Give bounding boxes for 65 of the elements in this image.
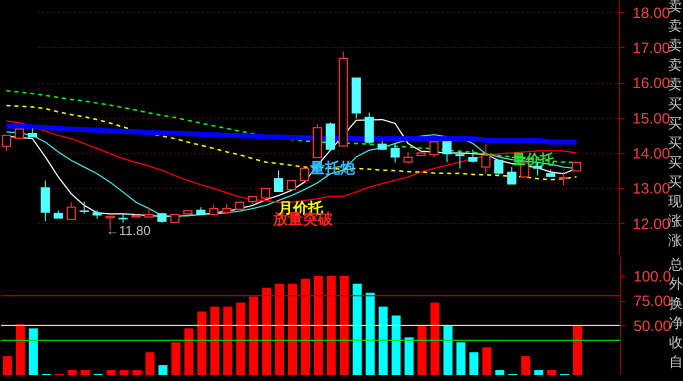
y-tick-label: 16.00	[632, 75, 670, 92]
bar	[392, 316, 401, 375]
candlestick	[260, 188, 270, 199]
candlestick	[209, 204, 218, 216]
candlestick	[481, 144, 490, 174]
candlestick	[144, 207, 154, 218]
bar	[521, 356, 530, 375]
bar	[145, 352, 154, 375]
bar	[404, 337, 414, 375]
candlestick	[507, 166, 516, 185]
bar	[340, 276, 349, 375]
bar	[366, 292, 375, 375]
candlestick	[455, 151, 465, 169]
bar	[418, 325, 427, 375]
bar	[80, 370, 90, 375]
bar	[158, 365, 168, 375]
bar	[326, 276, 336, 375]
bar	[16, 324, 25, 375]
candlestick	[222, 203, 232, 214]
candlestick	[494, 160, 504, 175]
candlestick	[404, 151, 413, 164]
bar	[469, 352, 478, 375]
candlestick	[558, 171, 568, 186]
bar	[106, 370, 116, 375]
bar	[352, 284, 362, 375]
bar	[184, 328, 194, 375]
bar	[2, 356, 12, 375]
bar	[132, 370, 142, 375]
bar	[171, 342, 180, 375]
bar	[314, 276, 323, 375]
bar	[430, 302, 440, 375]
bar	[288, 284, 297, 375]
candlestick	[274, 170, 284, 192]
bar	[378, 306, 388, 375]
y-tick-label: 14.00	[632, 146, 670, 162]
annotation: ←11.80	[106, 223, 151, 238]
candlestick	[429, 141, 439, 158]
candlestick	[286, 180, 296, 190]
bar	[28, 328, 38, 375]
bar	[443, 325, 452, 375]
bar	[573, 325, 582, 375]
bar	[262, 288, 272, 375]
bar	[223, 306, 232, 375]
bar	[534, 370, 544, 375]
candlestick	[378, 140, 387, 151]
bar	[197, 312, 206, 375]
bar	[495, 370, 504, 375]
candlestick	[80, 201, 89, 214]
bar	[482, 347, 492, 375]
bar	[300, 278, 310, 375]
y-tick-label: 17.00	[632, 40, 670, 57]
bar	[210, 306, 220, 375]
bar	[68, 370, 77, 375]
bar	[236, 302, 246, 375]
bar	[547, 370, 556, 375]
candlestick	[390, 143, 400, 163]
bar	[120, 370, 129, 375]
y-tick-label: 18.00	[632, 4, 670, 22]
bar	[456, 342, 466, 375]
candlestick	[442, 141, 452, 163]
candlestick	[300, 168, 310, 182]
bar	[275, 284, 284, 375]
candlestick	[468, 149, 478, 163]
bar	[249, 296, 258, 375]
candlestick	[66, 202, 76, 220]
